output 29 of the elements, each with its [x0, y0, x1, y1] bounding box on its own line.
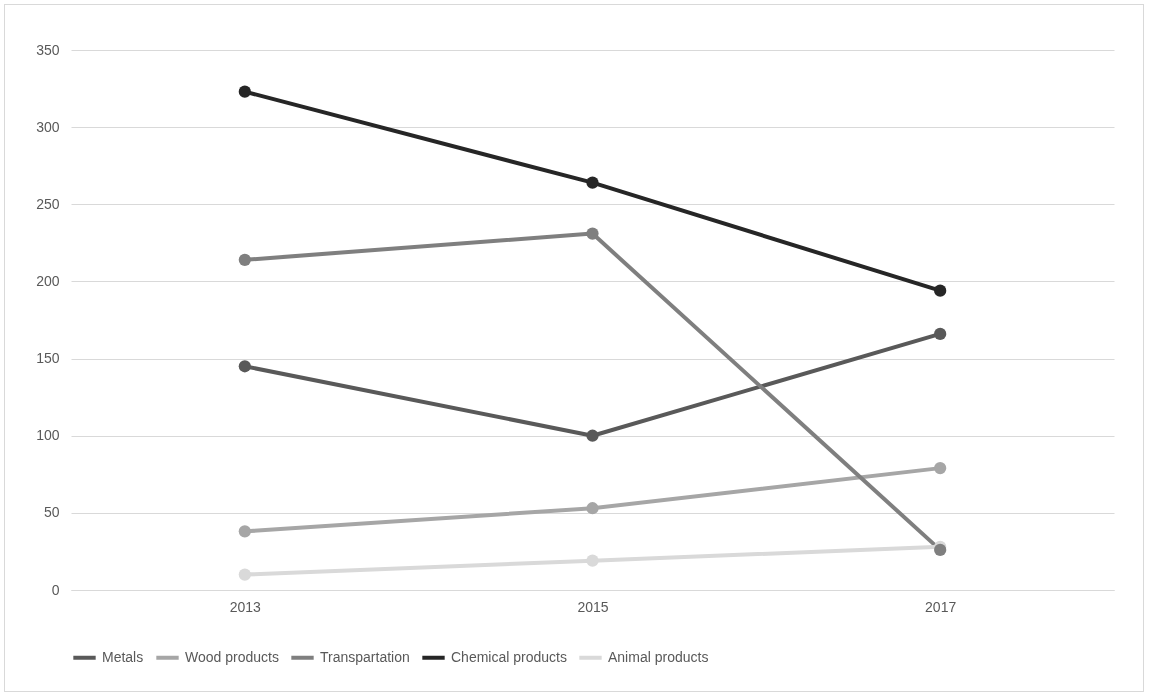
- legend-label: Transpartation: [320, 648, 410, 665]
- point: [238, 85, 251, 98]
- legend-label: Wood products: [185, 648, 279, 665]
- point: [586, 176, 599, 189]
- x-tick-label: 2013: [229, 598, 262, 615]
- y-tick-label: 200: [36, 272, 60, 289]
- point: [238, 525, 251, 538]
- point: [934, 284, 947, 297]
- y-tick-label: 50: [43, 504, 60, 521]
- legend-label: Chemical products: [451, 648, 567, 665]
- point: [238, 360, 251, 373]
- x-tick-label: 2017: [925, 598, 957, 615]
- point: [934, 327, 947, 340]
- y-tick-label: 0: [51, 581, 60, 598]
- point: [586, 502, 599, 515]
- point: [586, 554, 599, 567]
- point: [238, 568, 251, 581]
- y-tick-label: 250: [36, 195, 60, 212]
- point: [238, 253, 251, 266]
- point: [586, 429, 599, 442]
- legend-label: Metals: [102, 648, 144, 665]
- legend-label: Animal products: [608, 648, 709, 665]
- y-tick-label: 350: [36, 41, 60, 58]
- x-tick-label: 2015: [577, 598, 609, 615]
- y-tick-label: 100: [36, 427, 60, 444]
- point: [934, 462, 947, 475]
- y-tick-label: 150: [36, 350, 60, 367]
- y-tick-label: 300: [36, 118, 60, 135]
- point: [586, 227, 599, 240]
